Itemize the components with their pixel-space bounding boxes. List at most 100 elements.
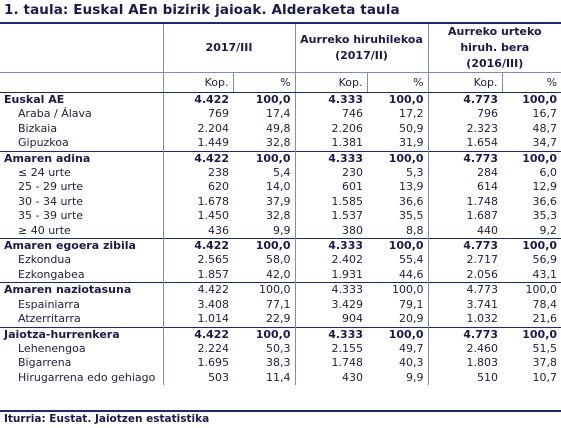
cell-percent: 31,9	[367, 136, 429, 152]
table-row: 30 - 34 urte 1.678 37,9 1.585 36,6 1.748 36,6	[0, 194, 561, 210]
cell-count: 4.333	[295, 282, 368, 298]
cell-count: 4.773	[428, 282, 503, 298]
row-label: 30 - 34 urte	[0, 194, 164, 210]
cell-count: 1.450	[197, 209, 230, 223]
table-row: Ezkondua 2.565 58,0 2.402 55,4 2.717 56,9	[0, 253, 561, 268]
cell-percent: 50,9	[367, 121, 429, 137]
table-row: ≥ 40 urte 436 9,9 380 8,8 440 9,2	[0, 223, 561, 239]
cell-count: 2.717	[466, 253, 499, 267]
cell-percent: 100,0	[367, 150, 429, 167]
cell-count: 1.014	[197, 312, 230, 326]
cell-percent: 58,0	[233, 253, 296, 268]
cell-count: 430	[342, 370, 364, 384]
cell-percent: 35,5	[367, 209, 429, 224]
cell-percent: 49,8	[233, 121, 296, 137]
cell-percent: 100,0	[367, 282, 429, 298]
cell-count: 2.204	[197, 121, 230, 135]
cell-percent: 100,0	[502, 326, 561, 342]
cell-count: 2.402	[331, 253, 364, 267]
group-label: Amaren naziotasuna	[0, 282, 164, 298]
cell-percent: 22,9	[233, 312, 296, 327]
cell-percent: 100,0	[233, 150, 296, 167]
row-label: ≤ 24 urte	[0, 166, 164, 181]
group-row: Amaren adina 4.422 100,0 4.333 100,0 4.773 100…	[0, 150, 561, 167]
cell-percent: 43,1	[532, 267, 558, 281]
header-sub-blank	[0, 72, 164, 93]
table-row: Hirugarrena edo gehiago 503 11,4 430 9,9 510 1…	[0, 370, 561, 386]
row-label: Atzerritarra	[0, 312, 164, 327]
cell-percent: 17,4	[233, 107, 296, 122]
cell-count: 2.460	[466, 341, 499, 355]
cell-count: 4.333	[328, 93, 364, 106]
header-period-previous-quarter: Aurreko hiruhilekoa (2017/II)	[295, 24, 429, 73]
cell-percent: 34,7	[532, 136, 558, 150]
cell-count: 4.333	[295, 238, 368, 254]
cell-count: 1.449	[197, 136, 230, 150]
header-pct: %	[367, 72, 429, 93]
cell-percent: 6,0	[539, 166, 558, 180]
row-label: Hirugarrena edo gehiago	[0, 370, 164, 386]
cell-percent: 100,0	[367, 92, 429, 108]
table-row: Lehenengoa 2.224 50,3 2.155 49,7 2.460 51,5	[0, 341, 561, 357]
group-row: Amaren egoera zibila 4.422 100,0 4.333 100,0…	[0, 238, 561, 254]
cell-count: 4.773	[463, 93, 499, 106]
cell-count: 1.803	[466, 356, 499, 370]
cell-percent: 42,0	[233, 267, 296, 283]
cell-percent: 20,9	[367, 312, 429, 327]
cell-percent: 32,8	[233, 209, 296, 224]
cell-percent: 9,9	[367, 370, 429, 386]
cell-percent: 36,6	[532, 194, 558, 208]
cell-count: 238	[208, 166, 229, 180]
table-row: ≤ 24 urte 238 5,4 230 5,3 284 6,0	[0, 166, 561, 181]
cell-percent: 44,6	[367, 267, 429, 283]
cell-percent: 38,3	[233, 356, 296, 371]
cell-count: 2.323	[466, 121, 499, 135]
header-period-previous-year: Aurreko urteko hiruh. bera (2016/III)	[447, 25, 542, 70]
header-blank	[0, 24, 164, 73]
header-kop: Kop.	[163, 72, 234, 93]
cell-percent: 10,7	[532, 370, 558, 384]
table-row: Ezkongabea 1.857 42,0 1.931 44,6 2.056 43,1	[0, 267, 561, 283]
header-period-current: 2017/III	[163, 24, 296, 73]
cell-count: 440	[477, 223, 499, 237]
cell-percent: 100,0	[233, 238, 296, 254]
cell-percent: 14,0	[233, 180, 296, 195]
cell-percent: 79,1	[367, 297, 429, 313]
group-row: Euskal AE 4.422 100,0 4.333 100,0 4.773 100,0	[0, 92, 561, 108]
group-row: Amaren naziotasuna 4.422 100,0 4.333 100,0 4.…	[0, 282, 561, 298]
table-row: 25 - 29 urte 620 14,0 601 13,9 614 12,9	[0, 180, 561, 195]
cell-percent: 5,4	[233, 166, 296, 181]
cell-count: 1.931	[331, 267, 364, 281]
cell-count: 601	[342, 180, 364, 194]
cell-count: 1.748	[466, 194, 499, 208]
cell-count: 3.408	[197, 297, 230, 311]
cell-count: 1.032	[466, 312, 499, 326]
cell-percent: 100,0	[233, 326, 296, 342]
cell-count: 2.206	[331, 121, 364, 135]
cell-count: 510	[477, 370, 499, 384]
cell-count: 4.422	[163, 150, 233, 167]
source-note: Iturria: Eustat. Jaiotzen estatistika	[4, 413, 210, 425]
cell-count: 1.537	[331, 209, 364, 223]
cell-percent: 100,0	[502, 282, 561, 298]
header-kop: Kop.	[428, 72, 503, 93]
table-body: Euskal AE 4.422 100,0 4.333 100,0 4.773 100,0 A…	[0, 92, 561, 386]
cell-percent: 12,9	[532, 180, 558, 194]
cell-count: 503	[208, 370, 229, 384]
row-label: Lehenengoa	[0, 341, 164, 357]
row-label: Bizkaia	[0, 121, 164, 137]
group-label: Jaiotza-hurrenkera	[0, 326, 164, 342]
cell-percent: 77,1	[233, 297, 296, 313]
cell-percent: 50,3	[233, 341, 296, 357]
cell-percent: 17,2	[367, 107, 429, 122]
cell-count: 1.857	[197, 267, 230, 281]
group-label: Amaren egoera zibila	[0, 238, 164, 254]
cell-count: 1.748	[331, 356, 364, 370]
cell-count: 3.429	[331, 297, 364, 311]
cell-count: 614	[477, 180, 499, 194]
cell-count: 1.678	[197, 194, 230, 208]
cell-count: 2.155	[331, 341, 364, 355]
cell-percent: 49,7	[367, 341, 429, 357]
cell-percent: 40,3	[367, 356, 429, 371]
row-label: ≥ 40 urte	[0, 223, 164, 239]
